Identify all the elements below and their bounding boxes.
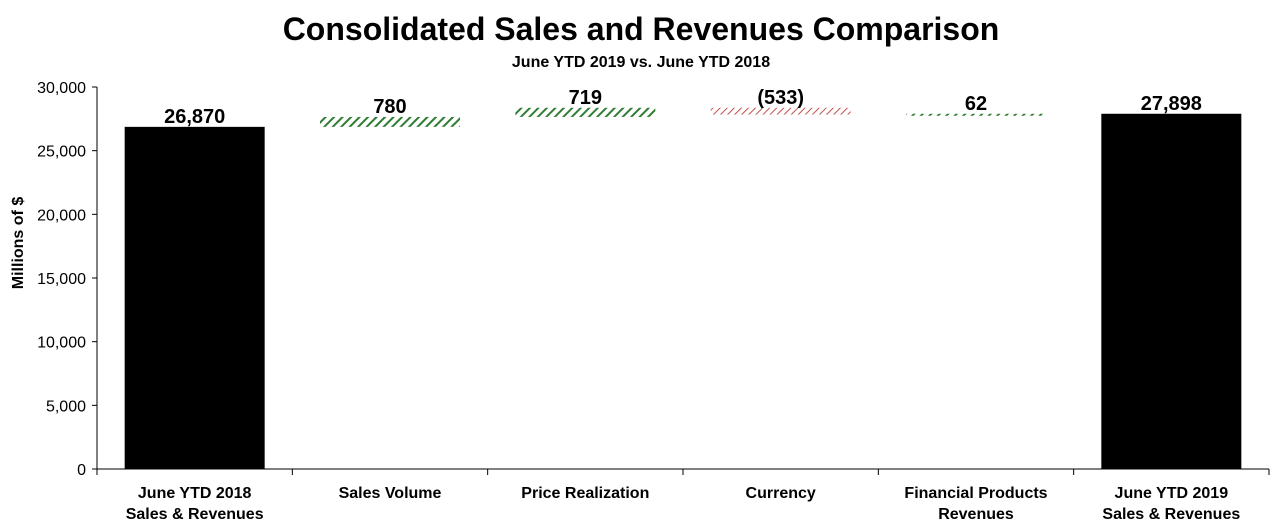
y-tick-label: 10,000 xyxy=(37,335,86,352)
chart-title: Consolidated Sales and Revenues Comparis… xyxy=(283,11,1000,47)
category-labels: June YTD 2018 Sales & Revenues Sales Volum… xyxy=(126,485,1241,523)
data-labels: 26,870 780 719 (533) 62 27,898 xyxy=(164,87,1202,128)
data-label: 26,870 xyxy=(164,106,225,128)
data-label: 62 xyxy=(965,93,987,115)
y-tick-label: 25,000 xyxy=(37,144,86,161)
category-label: Sales & Revenues xyxy=(1102,506,1240,523)
bar-decrease xyxy=(710,107,851,115)
bar-increase xyxy=(515,107,656,117)
bars xyxy=(124,107,1242,469)
data-label: (533) xyxy=(757,87,804,109)
data-label: 27,898 xyxy=(1141,93,1202,115)
data-label: 719 xyxy=(569,87,602,109)
bar-increase xyxy=(320,116,460,127)
category-label: Currency xyxy=(746,485,816,502)
chart-subtitle: June YTD 2019 vs. June YTD 2018 xyxy=(512,54,770,71)
bar-total xyxy=(1101,113,1242,469)
category-label: June YTD 2018 xyxy=(138,485,252,502)
category-label: Financial Products xyxy=(904,485,1047,502)
category-label: Revenues xyxy=(938,506,1014,523)
y-tick-label: 30,000 xyxy=(37,80,86,97)
category-label: June YTD 2019 xyxy=(1115,485,1229,502)
category-label: Sales Volume xyxy=(339,485,442,502)
bar-total xyxy=(124,126,265,469)
y-tick-label: 15,000 xyxy=(37,271,86,288)
data-label: 780 xyxy=(373,96,406,118)
y-tick-label: 20,000 xyxy=(37,207,86,224)
axes xyxy=(96,87,1270,475)
y-tick-label: 5,000 xyxy=(46,398,86,415)
y-axis-label: Millions of $ xyxy=(10,197,27,290)
y-tick-label: 0 xyxy=(77,462,86,479)
category-label: Price Realization xyxy=(521,485,649,502)
y-ticks: 0 5,000 10,000 15,000 20,000 25,000 30,000 xyxy=(37,80,97,479)
category-label: Sales & Revenues xyxy=(126,506,264,523)
bar-increase xyxy=(906,113,1046,116)
